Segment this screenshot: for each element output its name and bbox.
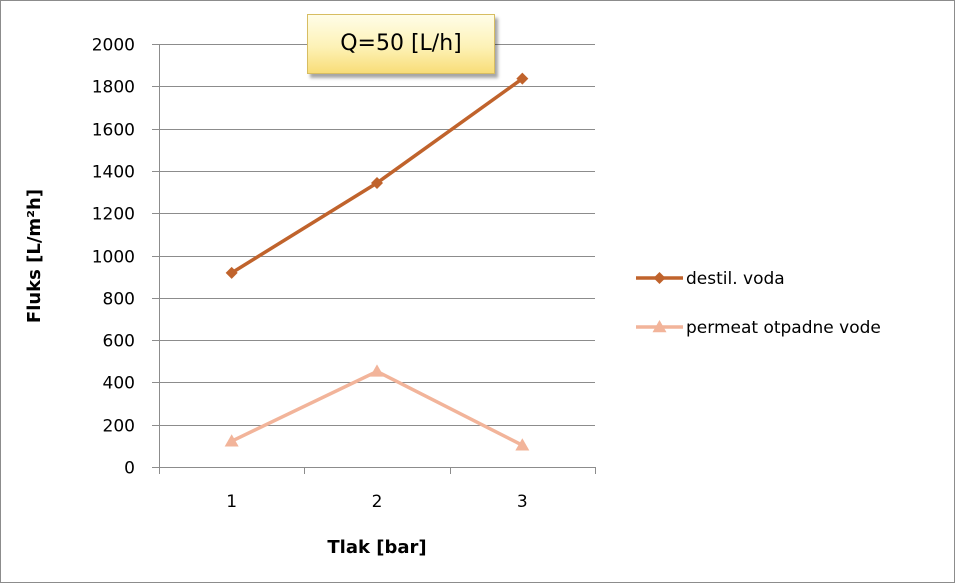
y-tick-label: 1800 (92, 78, 135, 98)
y-tick-label: 800 (103, 290, 135, 310)
x-tick-label: 2 (372, 492, 383, 512)
data-point-diamond (653, 272, 666, 284)
y-tick-label: 1200 (92, 205, 135, 225)
y-axis-title: Fluks [L/m²h] (24, 189, 45, 323)
legend-label: destil. voda (686, 269, 785, 289)
y-tick-label: 1000 (92, 248, 135, 268)
y-tick-label: 600 (103, 332, 135, 352)
y-tick-label: 0 (124, 459, 135, 479)
chart-title: Q=50 [L/h] (340, 31, 462, 56)
chart-title-box: Q=50 [L/h] (307, 14, 495, 74)
y-tick-labels: 0 200 400 600 800 1000 1200 1400 1600 1800 2000 (92, 36, 135, 479)
data-point-diamond (371, 176, 383, 189)
y-tick-label: 400 (103, 374, 135, 394)
data-point-triangle (224, 434, 239, 447)
x-tick-labels: 1 2 3 (226, 492, 527, 512)
y-tick-label: 200 (103, 417, 135, 437)
y-tick-label: 1400 (92, 163, 135, 183)
x-tick-label: 3 (517, 492, 528, 512)
y-tick-label: 2000 (92, 36, 135, 56)
x-tick-label: 1 (226, 492, 237, 512)
series-lines (224, 72, 530, 451)
gridlines (152, 44, 596, 474)
y-tick-label: 1600 (92, 121, 135, 141)
legend-label: permeat otpadne vode (686, 318, 881, 338)
legend: destil. voda permeat otpadne vode (636, 269, 881, 338)
data-point-triangle (370, 364, 384, 377)
data-point-diamond (516, 72, 529, 85)
data-point-triangle (652, 320, 667, 333)
data-point-diamond (225, 266, 238, 279)
data-point-triangle (515, 438, 530, 451)
x-axis-title: Tlak [bar] (327, 537, 426, 558)
